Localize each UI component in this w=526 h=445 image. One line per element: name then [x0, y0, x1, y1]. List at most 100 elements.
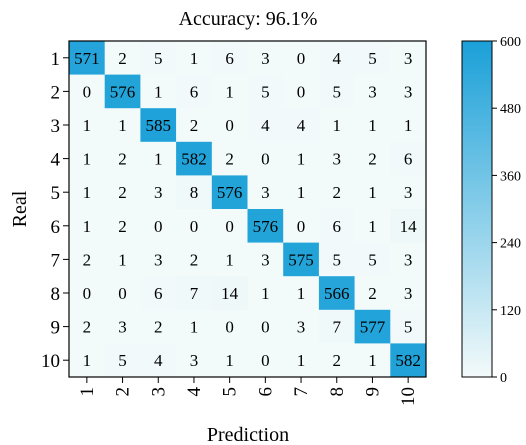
cell-value-label: 576	[110, 82, 136, 101]
heatmap-cell	[390, 175, 427, 210]
colorbar	[461, 40, 493, 378]
y-tick-label: 8	[51, 284, 61, 305]
heatmap-cell	[211, 276, 248, 311]
cell-value-label: 577	[360, 318, 386, 337]
cell-value-label: 1	[404, 116, 413, 135]
heatmap-cell	[283, 209, 320, 243]
heatmap-cell	[318, 108, 355, 143]
heatmap-cell	[69, 108, 105, 143]
heatmap-cell	[283, 74, 320, 109]
heatmap-cell	[283, 276, 320, 311]
heatmap-cell	[283, 141, 320, 176]
cell-value-label: 566	[324, 284, 350, 303]
heatmap-cell	[211, 108, 248, 143]
x-tick-label: 6	[255, 387, 276, 397]
cell-value-label: 2	[118, 150, 127, 169]
heatmap-cell	[390, 74, 427, 109]
cell-value-label: 7	[190, 284, 199, 303]
heatmap-cell	[283, 309, 320, 344]
y-axis-label: Real	[9, 190, 31, 227]
heatmap-cell	[390, 41, 427, 75]
cell-value-label: 0	[261, 351, 270, 370]
cell-value-label: 1	[118, 250, 127, 269]
cell-value-label: 0	[190, 217, 199, 236]
cell-value-label: 1	[154, 150, 163, 169]
chart-title: Accuracy: 96.1%	[179, 8, 318, 30]
cell-value-label: 2	[190, 250, 199, 269]
heatmap-cell	[390, 276, 427, 311]
heatmap-cell	[354, 276, 391, 311]
heatmap-cell	[247, 108, 284, 143]
heatmap-cell	[176, 209, 213, 243]
cell-value-label: 2	[368, 284, 377, 303]
x-tick-label: 2	[113, 387, 134, 397]
x-tick-label: 1	[77, 387, 98, 397]
cell-value-label: 1	[83, 116, 92, 135]
x-axis-label: Prediction	[207, 424, 289, 445]
cell-value-label: 1	[297, 284, 306, 303]
heatmap-cell	[176, 175, 213, 210]
cell-value-label: 1	[368, 351, 377, 370]
cell-value-label: 4	[333, 49, 342, 68]
cell-value-label: 0	[118, 284, 127, 303]
cell-value-label: 0	[261, 318, 270, 337]
plot-frame	[68, 40, 427, 378]
cell-value-label: 582	[395, 351, 421, 370]
heatmap-cell	[140, 108, 177, 143]
heatmap-cell	[176, 343, 213, 378]
heatmap-cell	[283, 175, 320, 210]
cell-value-label: 3	[190, 351, 199, 370]
cell-value-label: 1	[118, 116, 127, 135]
cell-value-label: 2	[225, 150, 234, 169]
heatmap-cell	[247, 242, 284, 277]
x-tick-label: 10	[398, 387, 419, 406]
cell-value-label: 0	[261, 150, 270, 169]
cell-value-label: 1	[154, 82, 163, 101]
x-tick-label: 8	[327, 387, 348, 397]
cell-value-label: 1	[225, 82, 234, 101]
heatmap-cell	[69, 209, 105, 243]
cell-value-label: 1	[333, 116, 342, 135]
cell-value-label: 5	[333, 82, 342, 101]
cell-value-label: 6	[333, 217, 342, 236]
heatmap-cell	[176, 74, 213, 109]
heatmap-cell	[318, 242, 355, 277]
y-tick-label: 1	[51, 49, 61, 70]
heatmap-cell	[140, 74, 177, 109]
cell-value-label: 575	[288, 250, 314, 269]
cell-value-label: 6	[225, 49, 234, 68]
heatmap-cell	[318, 74, 355, 109]
heatmap-cell	[104, 175, 141, 210]
cell-value-label: 8	[190, 183, 199, 202]
heatmap-cell	[211, 343, 248, 378]
heatmap-cell	[140, 175, 177, 210]
x-axis-ticks: 1 2 3 4 5 6 7 8 9 10	[77, 377, 419, 406]
cell-value-label: 3	[333, 150, 342, 169]
cell-value-label: 6	[190, 82, 199, 101]
y-tick-label: 9	[51, 318, 61, 339]
heatmap-cell	[354, 74, 391, 109]
heatmap-cell	[283, 108, 320, 143]
cell-value-label: 1	[368, 183, 377, 202]
heatmap-cell	[176, 242, 213, 277]
cell-value-label: 3	[404, 183, 413, 202]
heatmap-cell	[69, 276, 105, 311]
heatmap-cell	[247, 175, 284, 210]
heatmap-cell	[140, 242, 177, 277]
cell-value-label: 0	[154, 217, 163, 236]
heatmap-cell	[211, 41, 248, 75]
heatmap-cell	[140, 141, 177, 176]
colorbar-tick-label: 0	[500, 371, 507, 386]
cell-value-label: 1	[368, 116, 377, 135]
cell-value-label: 2	[333, 183, 342, 202]
heatmap-cell	[354, 141, 391, 176]
heatmap-cell	[318, 209, 355, 243]
heatmap-cell	[247, 41, 284, 75]
heatmap-cell	[140, 276, 177, 311]
cell-value-label: 0	[225, 318, 234, 337]
heatmap-cell	[354, 175, 391, 210]
x-tick-label: 5	[220, 387, 241, 397]
cell-value-label: 0	[297, 82, 306, 101]
cell-value-label: 1	[190, 49, 199, 68]
cell-value-label: 1	[225, 351, 234, 370]
